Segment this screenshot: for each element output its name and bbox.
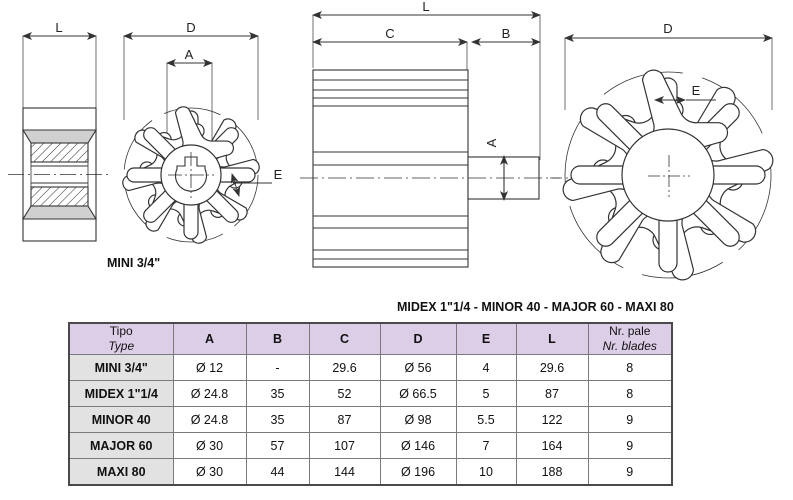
table-header-row: Tipo Type A B C D E L Nr. pale Nr. blade… [68,322,673,355]
col-header-a: A [172,322,247,355]
cell-blades: 9 [587,432,673,459]
cell-a: Ø 12 [172,354,247,381]
col-header-l: L [515,322,589,355]
caption-mini: MINI 3/4" [107,256,161,270]
dim-label-B-middle: B [502,26,511,41]
cell-l: 122 [515,406,589,433]
cell-e: 5 [455,380,517,407]
cell-l: 29.6 [515,354,589,381]
caption-midex-minor-major-maxi: MIDEX 1"1/4 - MINOR 40 - MAJOR 60 - MAXI… [397,300,674,314]
cell-d: Ø 98 [379,406,457,433]
dim-label-D-left: D [186,20,195,35]
dim-label-D-right: D [663,21,672,36]
dim-label-A-middle: A [484,138,499,147]
cell-l: 188 [515,458,589,486]
cell-c: 87 [308,406,381,433]
cell-d: Ø 56 [379,354,457,381]
dim-label-E-right: E [692,83,701,98]
cell-b: 57 [245,432,310,459]
dim-label-A-left: A [185,47,194,62]
cell-type: MIDEX 1"1/4 [68,380,174,407]
dim-label-E-left: E [274,167,283,182]
cell-type: MAXI 80 [68,458,174,486]
col-header-c: C [308,322,381,355]
cell-blades: 9 [587,458,673,486]
cell-c: 107 [308,432,381,459]
col-header-type: Tipo Type [68,322,174,355]
cell-type: MINOR 40 [68,406,174,433]
cell-d: Ø 66.5 [379,380,457,407]
cell-e: 5.5 [455,406,517,433]
col-header-blades: Nr. pale Nr. blades [587,322,673,355]
cell-a: Ø 30 [172,432,247,459]
cell-d: Ø 146 [379,432,457,459]
cell-b: 35 [245,406,310,433]
cell-l: 164 [515,432,589,459]
col-header-b: B [245,322,310,355]
col-header-d: D [379,322,457,355]
cell-a: Ø 24.8 [172,406,247,433]
cell-a: Ø 24.8 [172,380,247,407]
cell-blades: 8 [587,380,673,407]
cell-b: - [245,354,310,381]
dim-label-C-middle: C [385,26,394,41]
cell-a: Ø 30 [172,458,247,486]
table-row: MINOR 40 Ø 24.8 35 87 Ø 98 5.5 122 9 [68,406,673,433]
cell-blades: 9 [587,406,673,433]
dimension-table-wrapper: Tipo Type A B C D E L Nr. pale Nr. blade… [68,322,673,486]
cell-c: 29.6 [308,354,381,381]
table-row: MINI 3/4" Ø 12 - 29.6 Ø 56 4 29.6 8 [68,354,673,381]
table-row: MAXI 80 Ø 30 44 144 Ø 196 10 188 9 [68,458,673,486]
table-row: MAJOR 60 Ø 30 57 107 Ø 146 7 164 9 [68,432,673,459]
table-body: MINI 3/4" Ø 12 - 29.6 Ø 56 4 29.6 8 MIDE… [68,354,673,486]
cell-c: 52 [308,380,381,407]
cell-type: MAJOR 60 [68,432,174,459]
cell-e: 4 [455,354,517,381]
cell-l: 87 [515,380,589,407]
cell-e: 10 [455,458,517,486]
dim-label-L-left: L [55,20,62,35]
cell-b: 44 [245,458,310,486]
cell-c: 144 [308,458,381,486]
dim-label-L-middle: L [422,0,429,14]
cell-b: 35 [245,380,310,407]
technical-drawing: L D A E L C B A D E [8,0,774,281]
cell-d: Ø 196 [379,458,457,486]
cell-type: MINI 3/4" [68,354,174,381]
dimension-table: Tipo Type A B C D E L Nr. pale Nr. blade… [68,322,673,486]
cell-e: 7 [455,432,517,459]
col-header-e: E [455,322,517,355]
cell-blades: 8 [587,354,673,381]
table-row: MIDEX 1"1/4 Ø 24.8 35 52 Ø 66.5 5 87 8 [68,380,673,407]
